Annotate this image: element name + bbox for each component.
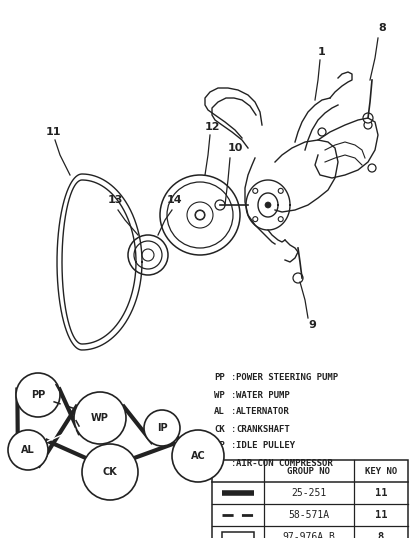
FancyBboxPatch shape <box>221 532 254 538</box>
Text: 10: 10 <box>227 143 242 153</box>
Circle shape <box>363 121 371 129</box>
Circle shape <box>16 373 60 417</box>
Text: CRANKSHAFT: CRANKSHAFT <box>235 424 289 434</box>
Text: IP: IP <box>156 423 167 433</box>
Text: POWER STEERING PUMP: POWER STEERING PUMP <box>235 373 337 383</box>
Text: ALTERNATOR: ALTERNATOR <box>235 407 289 416</box>
Text: 11: 11 <box>45 127 61 137</box>
Circle shape <box>144 410 180 446</box>
Text: 97-976A.B: 97-976A.B <box>282 532 335 538</box>
Text: AIR-CON COMPRESSOR: AIR-CON COMPRESSOR <box>235 458 332 468</box>
Text: AL: AL <box>21 445 35 455</box>
Text: 8: 8 <box>377 532 383 538</box>
Text: 11: 11 <box>374 510 386 520</box>
Circle shape <box>252 188 257 193</box>
Text: AL: AL <box>214 407 224 416</box>
Text: PP: PP <box>31 390 45 400</box>
Text: KEY NO: KEY NO <box>364 466 396 476</box>
Text: 11: 11 <box>374 488 386 498</box>
Circle shape <box>214 200 224 210</box>
Text: PP: PP <box>214 373 224 383</box>
Text: 12: 12 <box>204 122 219 132</box>
Text: GROUP NO: GROUP NO <box>287 466 330 476</box>
Circle shape <box>317 128 325 136</box>
Text: IDLE PULLEY: IDLE PULLEY <box>235 442 294 450</box>
Circle shape <box>278 188 282 193</box>
Text: 58-571A: 58-571A <box>288 510 329 520</box>
Circle shape <box>362 113 372 123</box>
Text: :: : <box>230 391 236 400</box>
Circle shape <box>252 217 257 222</box>
Text: 25-251: 25-251 <box>291 488 326 498</box>
Circle shape <box>74 392 126 444</box>
Text: CK: CK <box>214 424 224 434</box>
Text: AC: AC <box>190 451 205 461</box>
Text: WATER PUMP: WATER PUMP <box>235 391 289 400</box>
Text: :: : <box>230 442 236 450</box>
Circle shape <box>171 430 223 482</box>
Circle shape <box>278 217 282 222</box>
Circle shape <box>367 164 375 172</box>
Text: :: : <box>230 424 236 434</box>
Text: IP: IP <box>214 442 224 450</box>
Circle shape <box>264 202 271 208</box>
Circle shape <box>292 273 302 283</box>
Text: AC: AC <box>214 458 224 468</box>
Text: WP: WP <box>91 413 109 423</box>
Text: 9: 9 <box>307 320 315 330</box>
Text: :: : <box>230 373 236 383</box>
Text: :: : <box>230 407 236 416</box>
Text: 14: 14 <box>167 195 183 205</box>
Circle shape <box>8 430 48 470</box>
Circle shape <box>195 210 204 220</box>
Text: 8: 8 <box>377 23 385 33</box>
Text: 13: 13 <box>107 195 122 205</box>
Text: WP: WP <box>214 391 224 400</box>
Text: 1: 1 <box>317 47 325 57</box>
Text: CK: CK <box>102 467 117 477</box>
Circle shape <box>82 444 138 500</box>
Text: :: : <box>230 458 236 468</box>
